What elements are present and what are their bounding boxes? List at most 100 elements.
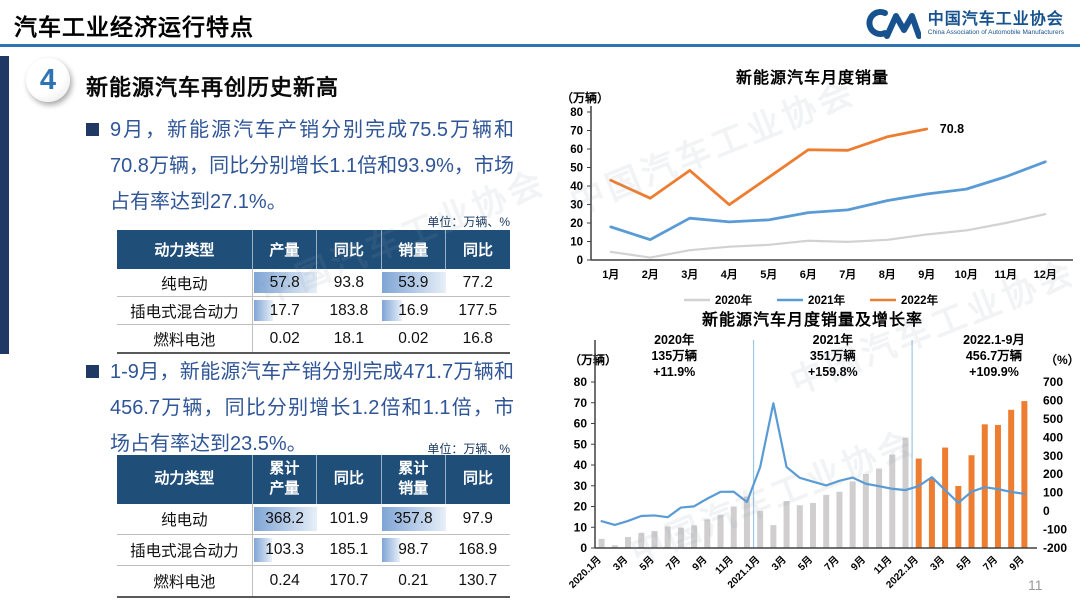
data-bar <box>382 300 403 321</box>
sales-bar <box>730 506 737 548</box>
svg-text:3月: 3月 <box>611 554 630 573</box>
svg-text:5月: 5月 <box>796 554 815 573</box>
svg-text:5月: 5月 <box>637 554 656 573</box>
sales-bar <box>704 519 711 548</box>
svg-text:11月: 11月 <box>994 268 1017 281</box>
data-bar <box>253 300 274 321</box>
svg-text:70: 70 <box>570 126 583 138</box>
table-cell: 103.3 <box>252 534 317 566</box>
table-cell: 177.5 <box>445 296 510 325</box>
sales-bar <box>928 478 935 548</box>
chart-2-canvas: （万辆） （%） 0 10 20 30 40 50 60 70 80 -200 -100 0 100 200 3… <box>567 332 1080 591</box>
series-line-2021年 <box>609 160 1047 242</box>
section-number-badge: 4 <box>26 58 70 102</box>
sales-bar <box>849 481 856 548</box>
svg-text:11月: 11月 <box>871 554 894 577</box>
svg-text:30: 30 <box>570 200 583 212</box>
svg-text:300: 300 <box>1043 449 1063 463</box>
monthly-output-sales-table: 动力类型 产量 同比 销量 同比 纯电动 57.8 93.8 53.9 77.2 插电式混合动力 1… <box>117 230 510 354</box>
table-cell: 168.9 <box>445 534 510 566</box>
svg-text:10月: 10月 <box>955 268 978 281</box>
table-cell: 16.8 <box>445 324 510 354</box>
cumulative-output-sales-table: 动力类型 累计 产量 同比 累计 销量 同比 纯电动 368.2 101.9 357.8 97.… <box>117 455 510 598</box>
table-cell: 183.8 <box>316 296 382 325</box>
annotation: 2022.1-9月 456.7万辆+109.9% <box>963 333 1025 379</box>
svg-text:200: 200 <box>1043 467 1063 481</box>
column-header: 动力类型 <box>117 455 253 504</box>
svg-text:9月: 9月 <box>1007 554 1026 573</box>
sales-bar <box>691 525 698 548</box>
column-header: 同比 <box>445 230 510 269</box>
sales-bar <box>889 454 896 548</box>
section-heading: 新能源汽车再创历史新高 <box>86 75 340 100</box>
row-label: 燃料电池 <box>117 565 253 598</box>
sales-bar <box>796 505 803 548</box>
svg-text:3月: 3月 <box>769 554 788 573</box>
column-header: 同比 <box>316 455 382 504</box>
svg-text:5月: 5月 <box>954 554 973 573</box>
table-cell: 97.9 <box>445 503 510 535</box>
sales-bar <box>651 530 658 548</box>
table-cell: 77.2 <box>445 269 510 297</box>
table-row: 燃料电池 0.24 170.7 0.21 130.7 <box>117 565 510 598</box>
svg-text:3月: 3月 <box>928 554 947 573</box>
svg-text:4月: 4月 <box>721 268 738 281</box>
series-line-2022年 <box>609 127 929 207</box>
svg-text:80: 80 <box>574 375 588 389</box>
growth-rate-line <box>600 402 1026 527</box>
svg-text:30: 30 <box>574 479 588 493</box>
svg-text:600: 600 <box>1043 393 1063 407</box>
sales-bar <box>598 538 605 548</box>
svg-text:-200: -200 <box>1043 541 1067 555</box>
sales-bar <box>717 514 724 548</box>
table-cell: 93.8 <box>316 269 382 297</box>
svg-text:7月: 7月 <box>981 554 1000 573</box>
unit-note-2: 单位：万辆、% <box>427 442 510 456</box>
row-label: 插电式混合动力 <box>117 296 253 325</box>
sales-bar <box>664 526 671 548</box>
sales-bar <box>862 473 869 548</box>
unit-note-1: 单位：万辆、% <box>427 215 510 229</box>
svg-text:2021年: 2021年 <box>808 293 846 307</box>
bullet-2-text: 1-9月，新能源汽车产销分别完成471.7万辆和456.7万辆，同比分别增长1.… <box>110 361 514 455</box>
svg-text:500: 500 <box>1043 412 1063 426</box>
svg-text:7月: 7月 <box>664 554 683 573</box>
svg-text:400: 400 <box>1043 430 1063 444</box>
table-cell: 170.7 <box>316 565 382 598</box>
monthly-sales-growth-combo-chart: 新能源汽车月度销量及增长率 （万辆） （%） 0 10 20 30 40 50 60 70 80 -2… <box>545 312 1080 607</box>
table-cell: 17.7 <box>252 296 317 325</box>
svg-text:40: 40 <box>574 458 588 472</box>
data-bar <box>253 272 318 293</box>
svg-text:2022年: 2022年 <box>901 293 939 307</box>
sales-bar <box>836 491 843 548</box>
annotation: 2020年 135万辆+11.9% <box>651 332 697 379</box>
sales-bar <box>1021 401 1028 548</box>
svg-text:2020年: 2020年 <box>715 293 753 307</box>
svg-text:7月: 7月 <box>839 268 856 281</box>
table-cell: 53.9 <box>381 269 447 297</box>
table-cell: 368.2 <box>252 503 318 535</box>
sales-bar <box>994 424 1001 548</box>
row-label: 纯电动 <box>117 269 253 297</box>
svg-text:0: 0 <box>1043 504 1050 518</box>
table-cell: 130.7 <box>445 565 510 598</box>
row-label: 纯电动 <box>117 503 253 535</box>
row-label: 燃料电池 <box>117 324 253 354</box>
column-header: 累计 销量 <box>381 455 447 504</box>
svg-text:9月: 9月 <box>918 268 935 281</box>
table-row: 插电式混合动力 17.7 183.8 16.9 177.5 <box>117 296 510 325</box>
sales-bar <box>1008 409 1015 548</box>
column-header: 动力类型 <box>117 230 253 269</box>
series-line-2020年 <box>609 213 1047 259</box>
header-divider <box>0 44 1080 47</box>
section-accent-stripe <box>0 56 9 354</box>
sales-bar <box>942 447 949 548</box>
monthly-sales-line-chart: 新能源汽车月度销量 （万辆） 0 10 20 30 40 50 60 70 80 1月 2月 3月 4月 5… <box>545 70 1080 317</box>
table-cell: 101.9 <box>316 503 382 535</box>
chart-1-canvas: （万辆） 0 10 20 30 40 50 60 70 80 1月 2月 3月 4月 5月 6月 7月 8月 9月 1… <box>561 90 1073 307</box>
sales-bar <box>955 485 962 548</box>
svg-text:100: 100 <box>1043 486 1063 500</box>
table-cell: 0.24 <box>252 565 317 598</box>
sales-bar <box>677 527 684 548</box>
column-header: 同比 <box>445 455 510 504</box>
